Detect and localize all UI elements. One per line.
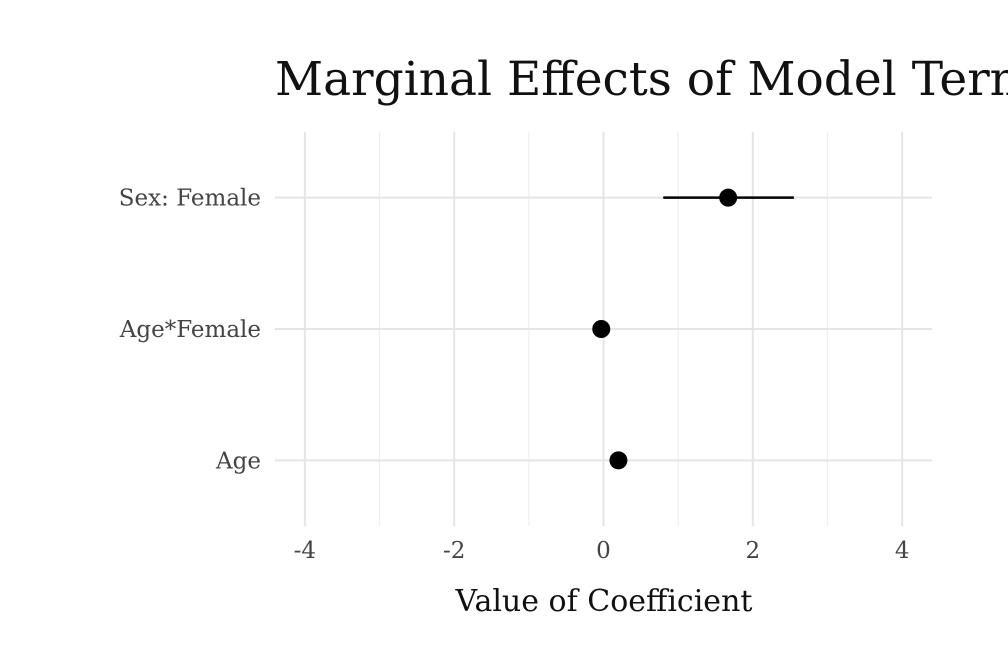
data-marks bbox=[592, 188, 794, 470]
y-tick-label: Age*Female bbox=[119, 317, 261, 343]
x-tick-label: 2 bbox=[745, 538, 760, 564]
x-tick-label: -2 bbox=[443, 538, 465, 564]
y-tick-label: Sex: Female bbox=[119, 186, 261, 212]
y-tick-label: Age bbox=[215, 448, 261, 474]
chart-title: Marginal Effects of Model Terms bbox=[275, 52, 1008, 107]
x-tick-labels: -4 -2 0 2 4 bbox=[294, 538, 910, 564]
coefficient-point bbox=[592, 320, 611, 338]
x-tick-label: -4 bbox=[294, 538, 316, 564]
coefficient-point bbox=[719, 188, 738, 207]
x-tick-label: 0 bbox=[596, 538, 611, 564]
x-axis-title: Value of Coefficient bbox=[455, 584, 753, 619]
coefficient-point bbox=[609, 451, 628, 470]
y-tick-labels: Sex: Female Age*Female Age bbox=[119, 186, 261, 475]
x-tick-label: 4 bbox=[895, 538, 910, 564]
